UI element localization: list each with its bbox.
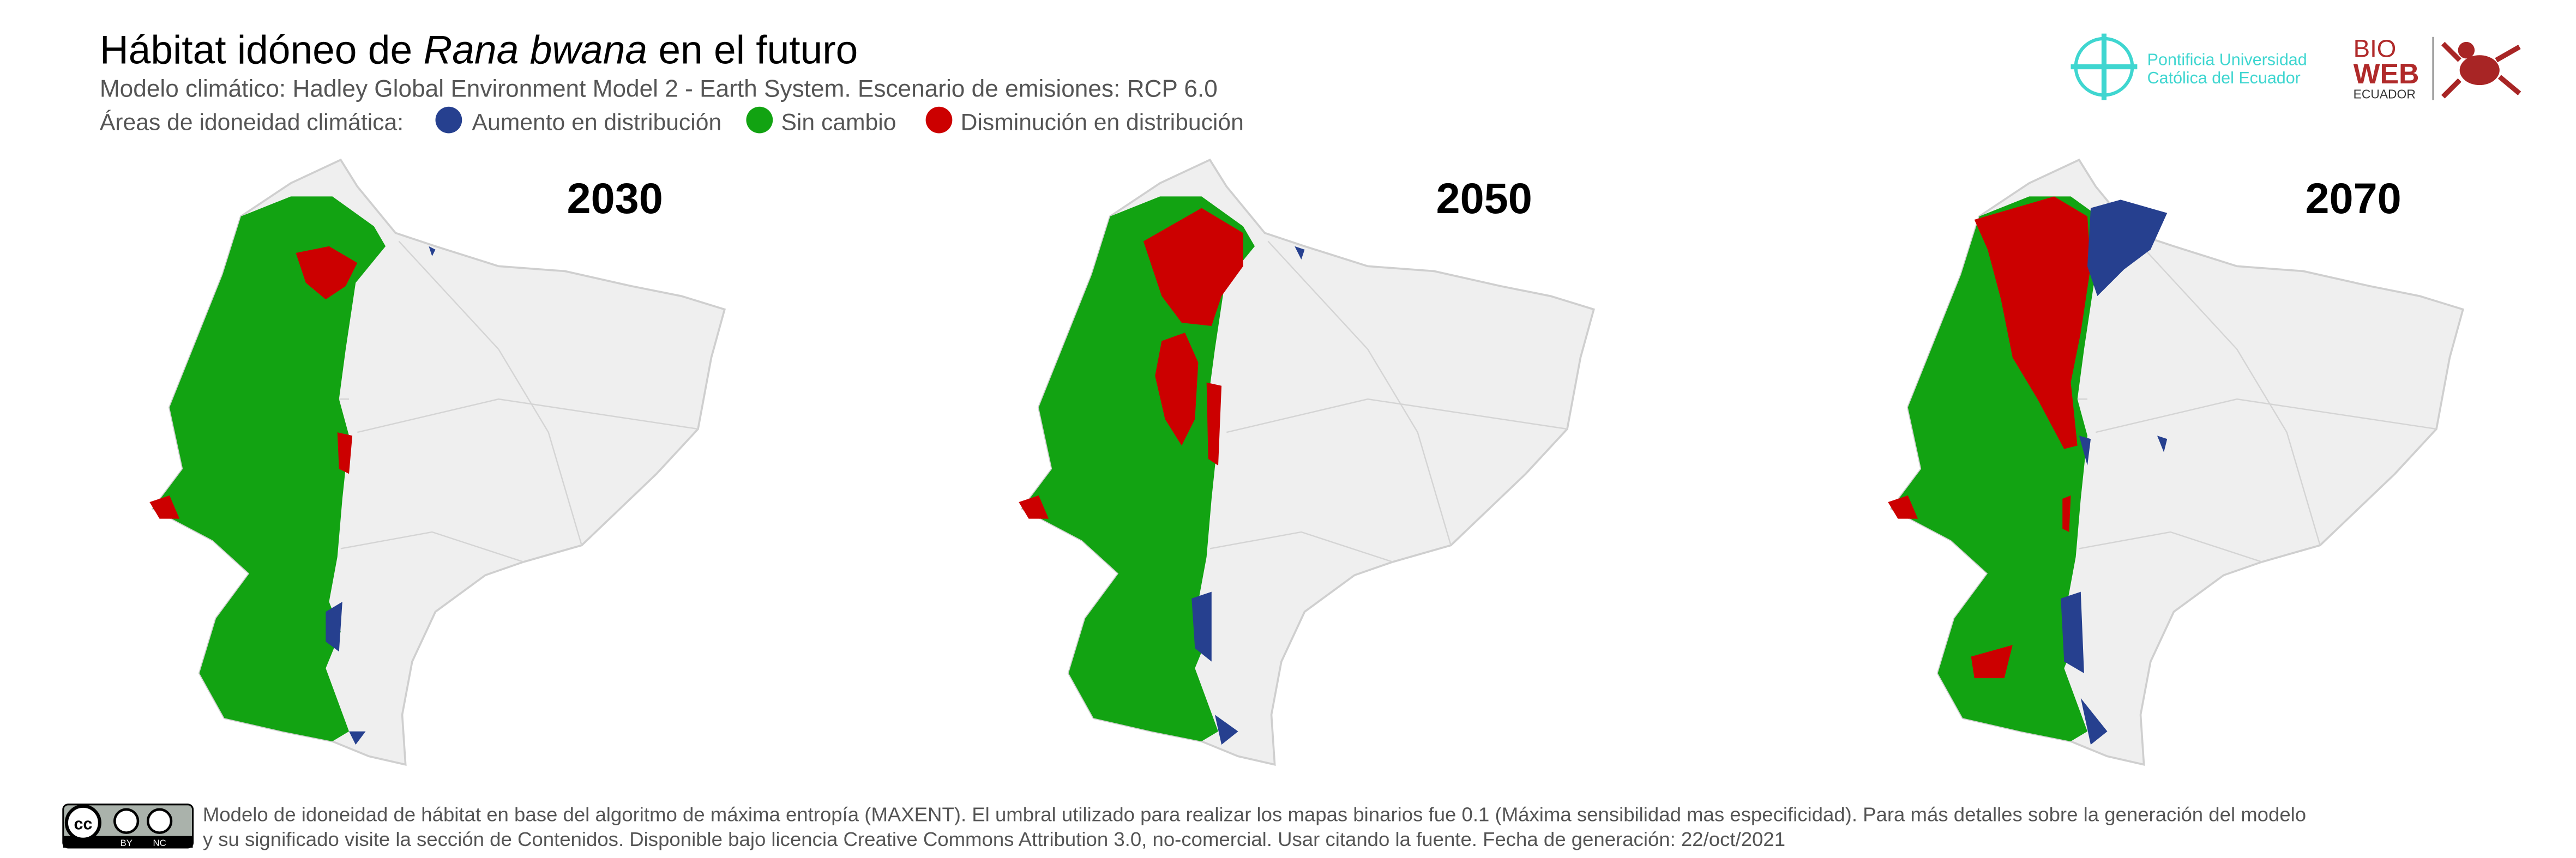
- legend-text: Sin cambio: [781, 109, 896, 135]
- subtitle: Modelo climático: Hadley Global Environm…: [100, 75, 1218, 102]
- shape: [216, 240, 699, 563]
- map: 2070: [1888, 159, 2464, 766]
- logo-text: WEB: [2354, 58, 2419, 89]
- area-loss: [149, 246, 358, 519]
- logo-text: Católica del Ecuador: [2147, 69, 2301, 87]
- shape: [146, 808, 173, 834]
- shape: en el futuro: [647, 28, 858, 72]
- shape: [2458, 41, 2475, 59]
- area-loss: [1019, 208, 1243, 519]
- map-year: 2070: [2305, 174, 2401, 222]
- shape: Hábitat idóneo de: [100, 28, 424, 72]
- legend-swatch: [746, 106, 773, 134]
- shape: [2441, 41, 2521, 99]
- map: 2030: [149, 159, 726, 766]
- puce-logo: Pontificia Universidad Católica del Ecua…: [2071, 33, 2307, 100]
- license-text: BY: [120, 838, 132, 848]
- footer-text: Modelo de idoneidad de hábitat en base d…: [203, 803, 2306, 825]
- legend: Aumento en distribución Sin cambio Dismi…: [435, 106, 1244, 135]
- shape: [63, 836, 193, 848]
- legend-text: Disminución en distribución: [961, 109, 1244, 135]
- map-year: 2030: [567, 174, 663, 222]
- shape: Rana bwana: [423, 28, 647, 72]
- shape: [1085, 240, 1568, 563]
- logo-text: ECUADOR: [2354, 87, 2416, 101]
- shape: [64, 804, 101, 841]
- footer-text: y su significado visite la sección de Co…: [203, 828, 1785, 850]
- legend-label: Áreas de idoneidad climática:: [100, 109, 404, 135]
- legend-text: Aumento en distribución: [472, 109, 722, 135]
- map-year: 2050: [1436, 174, 1532, 222]
- legend-swatch: [435, 106, 462, 134]
- bioweb-logo: BIO WEB ECUADOR: [2354, 34, 2521, 101]
- shape: [2459, 55, 2500, 86]
- area-loss: [1888, 196, 2091, 679]
- logo-text: BIO: [2354, 34, 2397, 62]
- shape: [1954, 240, 2437, 563]
- cc-badge: cc BY NC: [62, 803, 194, 849]
- license-text: NC: [153, 838, 166, 848]
- map: 2050: [1019, 159, 1595, 766]
- logo-text: Pontificia Universidad: [2147, 51, 2307, 69]
- legend-swatch: [925, 106, 953, 134]
- title: Hábitat idóneo de Rana bwana en el futur…: [100, 28, 858, 72]
- shape: [113, 808, 140, 834]
- shape: cc: [74, 815, 92, 833]
